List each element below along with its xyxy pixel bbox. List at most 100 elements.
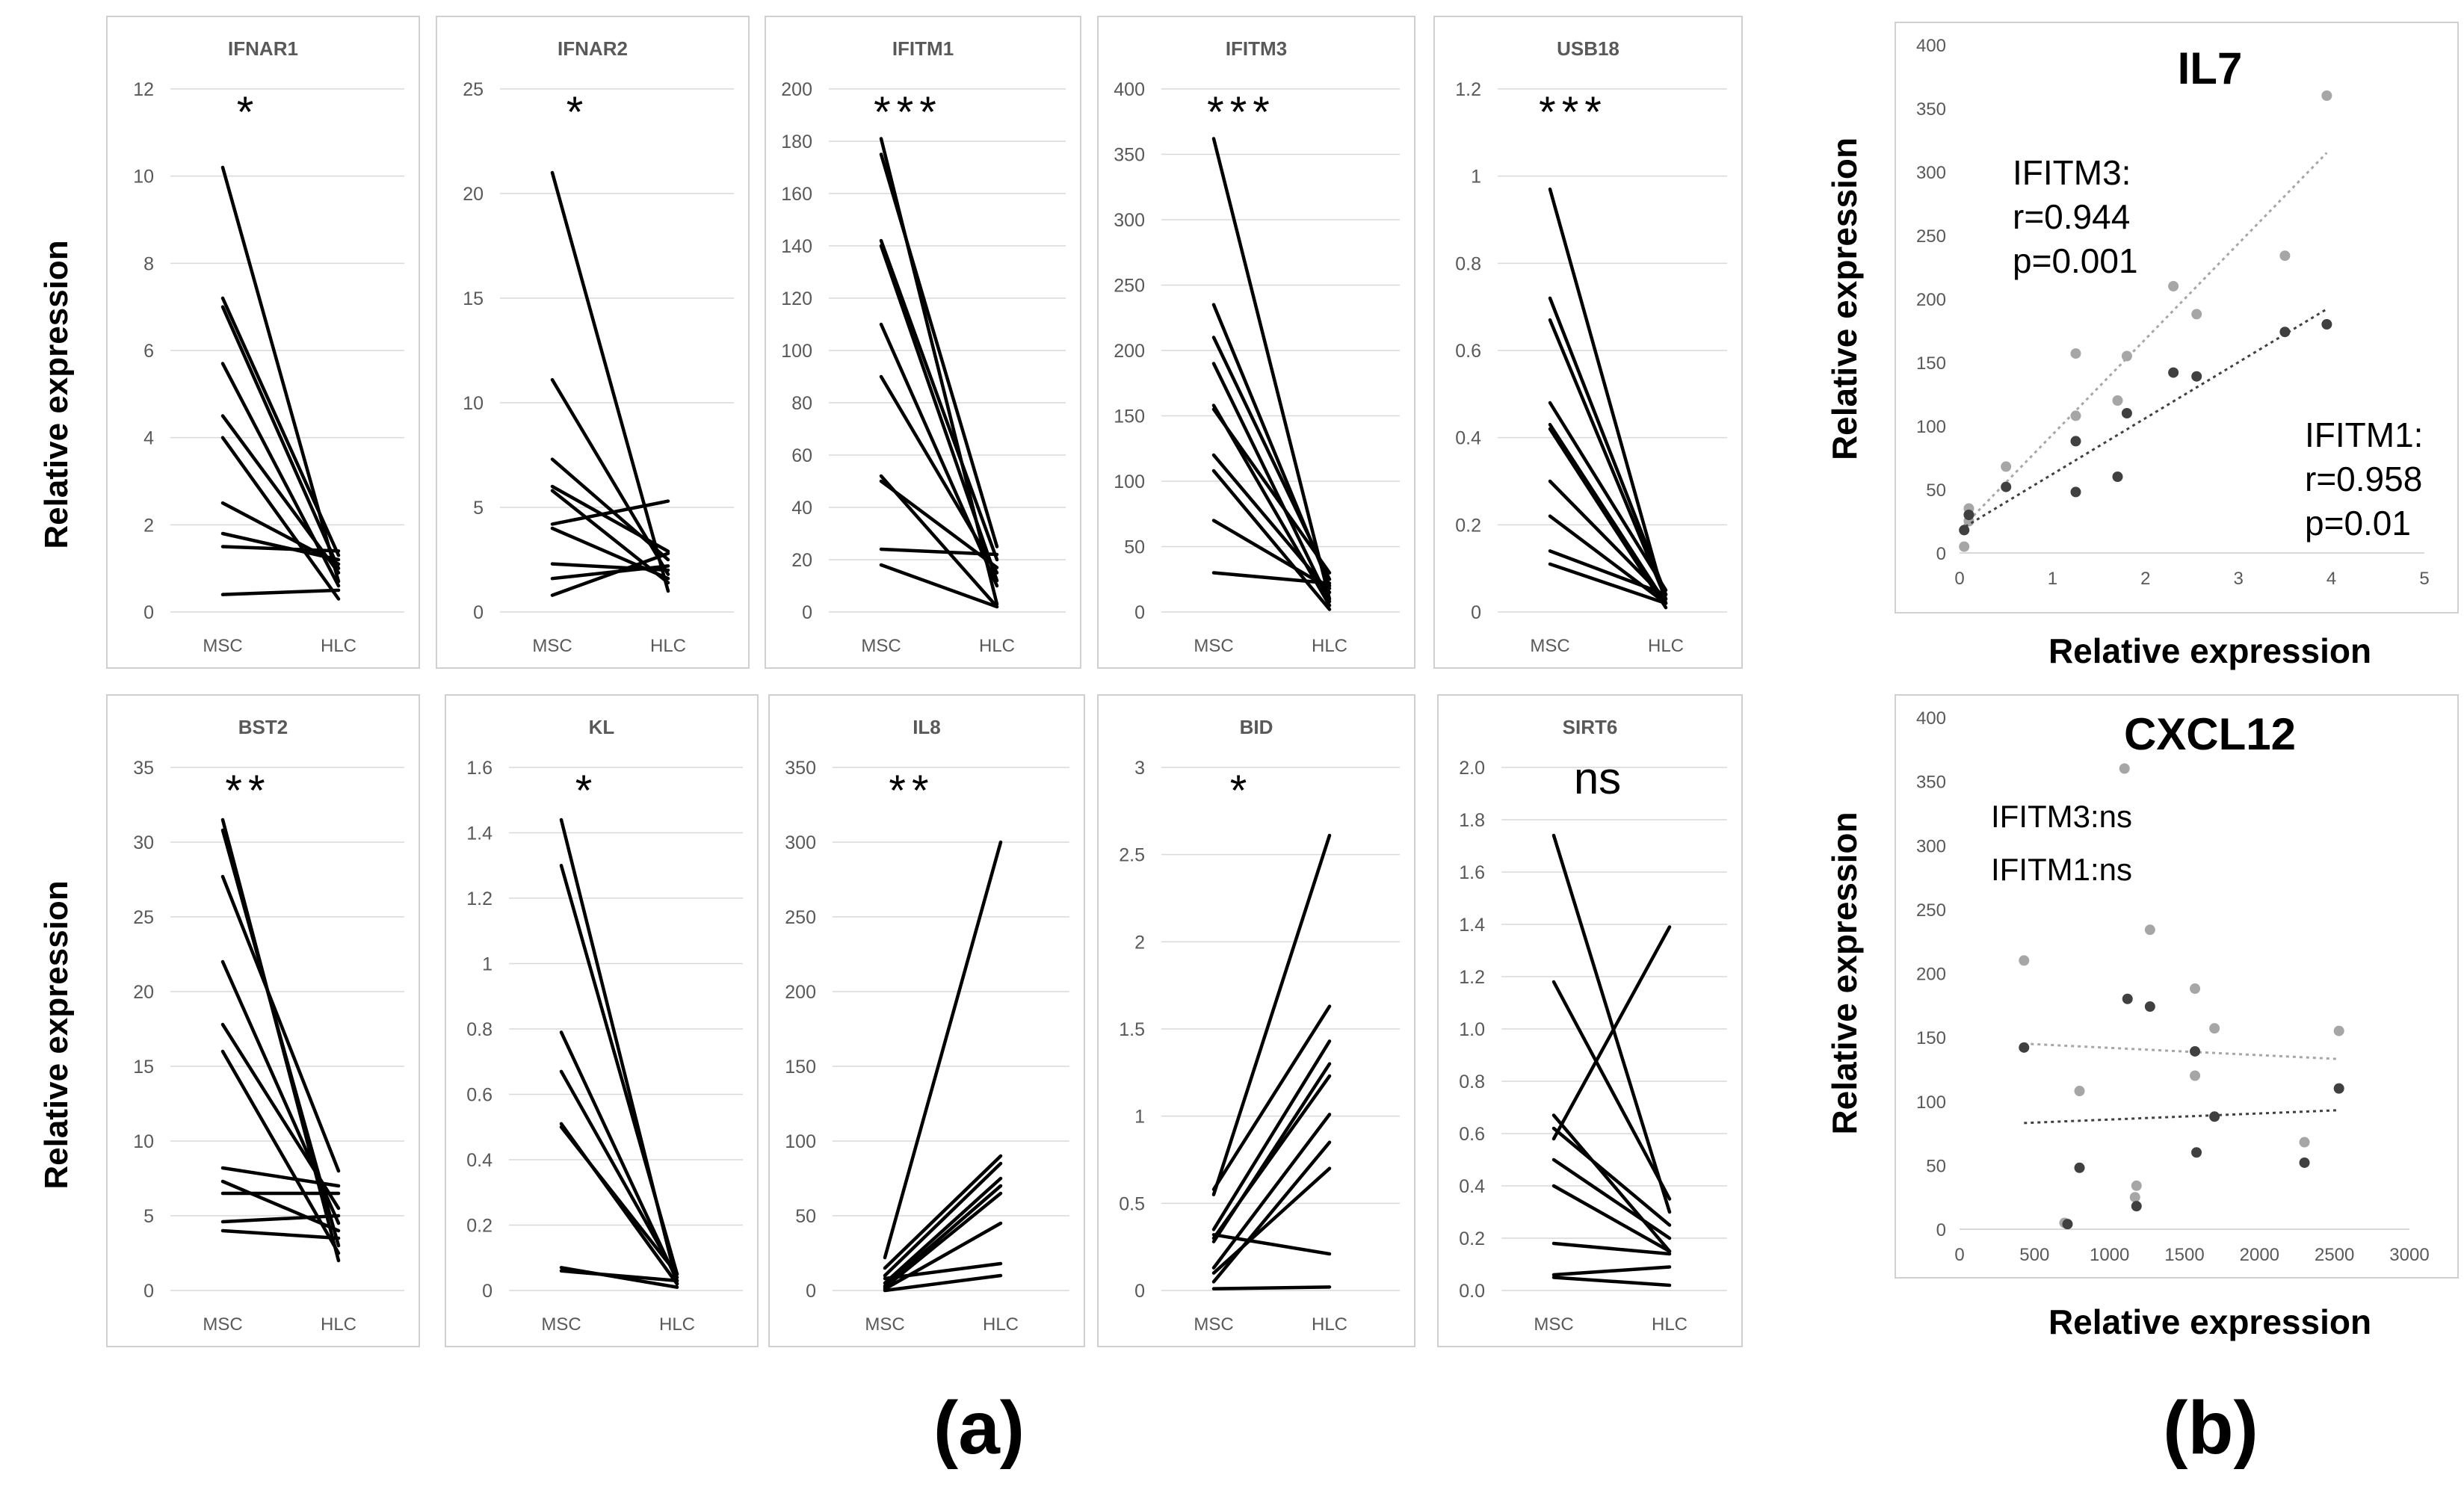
y-tick-label: 0 <box>473 602 484 623</box>
y-tick-label: 80 <box>791 393 812 414</box>
sample-line-sirt6 <box>1551 1126 1672 1227</box>
x-axis-label-il7: Relative expression <box>2048 631 2371 670</box>
y-tick-label: 0 <box>1134 1281 1145 1302</box>
chart-title-cxcl12: CXCL12 <box>2124 709 2296 759</box>
x-tick-label: MSC <box>532 636 572 656</box>
x-tick-label: HLC <box>979 636 1015 656</box>
x-tick-label: 3 <box>2234 569 2244 589</box>
point-ifitm1 <box>2209 1111 2220 1122</box>
sample-line-ifnar1 <box>220 414 341 575</box>
sample-line-sirt6 <box>1551 1241 1672 1256</box>
sample-line-bid <box>1211 1039 1332 1231</box>
x-tick-label: 2000 <box>2240 1245 2279 1265</box>
sample-line-bid <box>1211 1140 1332 1284</box>
significance-marker-ifitm3: *** <box>1207 88 1276 137</box>
chart-sirt6: SIRT6 0.0 0.2 0.4 0.6 0.8 1.0 1.2 1.4 1.6 1.8 2.0 MS… <box>1437 694 1743 1347</box>
gene-title-ifnar1: IFNAR1 <box>228 37 298 60</box>
y-tick-label: 150 <box>1916 353 1946 374</box>
sample-line-ifitm3 <box>1211 137 1332 601</box>
point-ifitm1 <box>2144 1001 2155 1013</box>
y-tick-label: 50 <box>1926 1156 1946 1176</box>
sample-line-ifitm1 <box>879 474 999 609</box>
y-tick-label: 2 <box>1134 932 1145 953</box>
sample-line-bid <box>1211 1285 1332 1290</box>
x-tick-label: MSC <box>861 636 901 656</box>
sample-line-ifitm3 <box>1211 336 1332 581</box>
y-tick-label: 140 <box>781 236 812 257</box>
y-tick-label: 0.4 <box>1459 1176 1485 1197</box>
sample-line-il8 <box>883 1261 1003 1281</box>
y-tick-label: 250 <box>1916 226 1946 247</box>
point-ifitm1 <box>2074 1162 2085 1173</box>
chart-frame-ifnar1 <box>106 16 420 669</box>
chart-ifitm1: IFITM1 0 20 40 60 80 100 120 140 160 180 200 MSC HLC *… <box>765 16 1081 669</box>
y-tick-label: 50 <box>1124 537 1145 558</box>
annotation-il7: IFITM1: <box>2305 415 2423 454</box>
y-tick-label: 1.8 <box>1459 810 1485 831</box>
y-tick-label: 3 <box>1134 758 1145 779</box>
y-tick-label: 250 <box>1916 900 1946 921</box>
x-tick-label: MSC <box>541 1314 581 1335</box>
y-tick-label: 0.4 <box>466 1150 493 1171</box>
point-ifitm1 <box>2062 1219 2073 1230</box>
y-tick-label: 6 <box>143 341 154 362</box>
panel-a-label: (a) <box>933 1386 1025 1470</box>
x-axis-label-cxcl12: Relative expression <box>2048 1302 2371 1341</box>
point-ifitm3 <box>2119 763 2130 774</box>
chart-kl: KL 0 0.2 0.4 0.6 0.8 1 1.2 1.4 1.6 MSC HLC * <box>445 694 759 1347</box>
sample-line-usb18 <box>1548 318 1668 601</box>
y-tick-label: 250 <box>785 907 816 928</box>
y-tick-label: 20 <box>463 184 484 205</box>
y-tick-label: 2.0 <box>1459 758 1485 779</box>
y-tick-label: 400 <box>1916 36 1946 56</box>
point-ifitm3 <box>2070 410 2081 421</box>
significance-marker-bid: * <box>1230 767 1253 815</box>
sample-line-ifnar2 <box>550 170 670 593</box>
significance-marker-sirt6: ns <box>1574 753 1621 803</box>
x-tick-label: 0 <box>1954 1245 1964 1265</box>
sample-line-sirt6 <box>1551 980 1672 1201</box>
sample-line-ifnar2 <box>550 564 670 581</box>
sample-line-ifnar2 <box>550 484 670 554</box>
y-tick-label: 0 <box>1936 1220 1946 1240</box>
y-tick-label: 350 <box>1916 773 1946 793</box>
y-tick-label: 1 <box>1134 1107 1145 1128</box>
point-ifitm3 <box>2144 924 2155 936</box>
point-ifitm3 <box>2129 1192 2140 1203</box>
sample-line-ifitm1 <box>879 244 999 583</box>
y-tick-label: 0 <box>143 1281 154 1302</box>
y-tick-label: 200 <box>781 79 812 100</box>
point-ifitm3 <box>2112 395 2123 406</box>
point-ifitm1 <box>1959 525 1970 536</box>
y-tick-label: 400 <box>1114 79 1145 100</box>
point-ifitm1 <box>2333 1083 2344 1094</box>
panel-b-charts: 0 50 100 150 200 250 300 350 400 0 1 2 3 4 5 Relative e… <box>1825 22 2459 1341</box>
y-tick-label: 1.2 <box>1455 79 1481 100</box>
point-ifitm1 <box>2112 472 2123 482</box>
x-tick-label: HLC <box>659 1314 695 1335</box>
y-axis-label-il7: Relative expression <box>1825 137 1864 460</box>
y-tick-label: 100 <box>1114 472 1145 492</box>
chart-title-il7: IL7 <box>2178 43 2243 93</box>
gene-title-bid: BID <box>1240 716 1273 738</box>
sample-line-sirt6 <box>1551 1184 1672 1253</box>
y-tick-label: 0.2 <box>1459 1228 1485 1249</box>
sample-line-usb18 <box>1548 187 1668 605</box>
x-tick-label: HLC <box>650 636 686 656</box>
x-tick-label: MSC <box>1534 1314 1573 1335</box>
chart-bst2: BST2 0 5 10 15 20 25 30 35 MSC HLC ** <box>106 694 420 1347</box>
y-tick-label: 1 <box>1471 167 1481 188</box>
x-tick-label: MSC <box>1530 636 1569 656</box>
sample-line-il8 <box>883 1161 1003 1278</box>
y-axis-label-cxcl12: Relative expression <box>1825 812 1864 1134</box>
y-tick-label: 15 <box>133 1057 154 1078</box>
annotation-cxcl12: IFITM3:ns <box>1991 799 2132 834</box>
y-tick-label: 10 <box>133 167 154 188</box>
x-tick-label: 4 <box>2326 569 2336 589</box>
y-tick-label: 10 <box>133 1131 154 1152</box>
sample-line-usb18 <box>1548 422 1668 605</box>
point-ifitm1 <box>2321 319 2332 330</box>
y-tick-label: 300 <box>785 832 816 853</box>
point-ifitm3 <box>2191 309 2202 320</box>
sample-line-kl <box>559 1069 679 1279</box>
